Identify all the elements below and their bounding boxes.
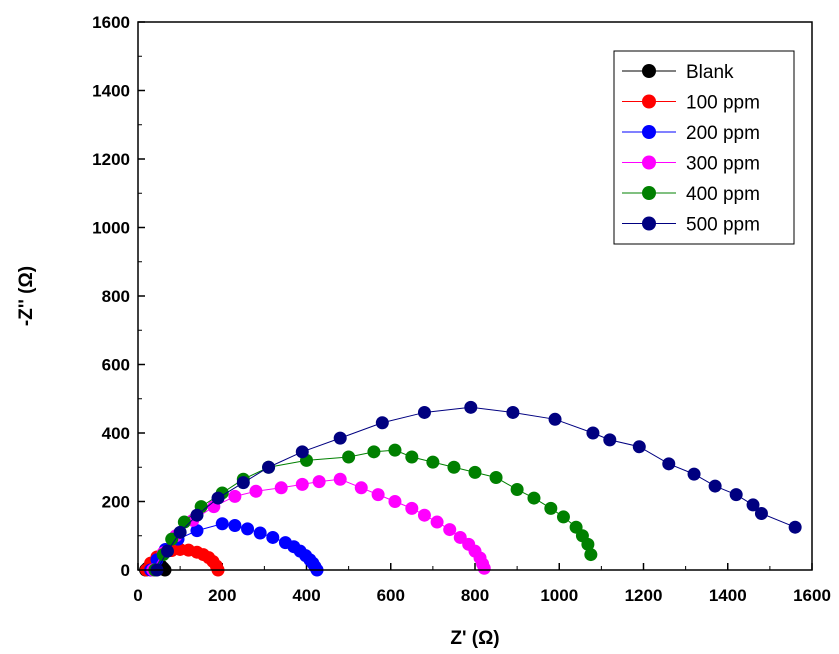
data-point bbox=[388, 443, 402, 457]
x-axis-title: Z' (Ω) bbox=[450, 628, 499, 649]
data-point bbox=[544, 501, 558, 515]
data-point bbox=[333, 431, 347, 445]
x-tick-label: 200 bbox=[208, 586, 236, 605]
data-point bbox=[430, 515, 444, 529]
data-point bbox=[417, 508, 431, 522]
legend-marker bbox=[642, 186, 656, 200]
data-point bbox=[662, 457, 676, 471]
plot-frame bbox=[137, 21, 813, 571]
data-point bbox=[556, 510, 570, 524]
data-point bbox=[367, 445, 381, 459]
data-point bbox=[464, 400, 478, 414]
data-point bbox=[417, 405, 431, 419]
x-tick-label: 1200 bbox=[625, 586, 663, 605]
x-tick-label: 1400 bbox=[709, 586, 747, 605]
legend-label: 400 ppm bbox=[686, 184, 760, 205]
data-point bbox=[729, 488, 743, 502]
data-point bbox=[228, 518, 242, 532]
data-point bbox=[274, 481, 288, 495]
data-point bbox=[173, 525, 187, 539]
data-point bbox=[405, 450, 419, 464]
data-point bbox=[228, 489, 242, 503]
data-point bbox=[371, 488, 385, 502]
data-point bbox=[708, 479, 722, 493]
data-point bbox=[333, 472, 347, 486]
data-point bbox=[506, 405, 520, 419]
data-point bbox=[548, 412, 562, 426]
data-series bbox=[139, 400, 802, 577]
legend-label: 100 ppm bbox=[686, 93, 760, 114]
y-tick-label: 800 bbox=[102, 287, 130, 306]
legend-marker bbox=[642, 94, 656, 109]
legend: Blank 100 ppm 200 ppm 300 ppm 400 ppm 500 ppm bbox=[613, 50, 795, 245]
series-line bbox=[154, 449, 592, 571]
legend-label: 200 ppm bbox=[686, 123, 760, 144]
data-point bbox=[266, 530, 280, 544]
legend-label: Blank bbox=[686, 62, 734, 83]
x-tick-label: 0 bbox=[133, 586, 142, 605]
data-point bbox=[295, 477, 309, 491]
data-point bbox=[510, 483, 524, 497]
data-point bbox=[687, 467, 701, 481]
x-tick-label: 600 bbox=[377, 586, 405, 605]
data-point bbox=[468, 465, 482, 479]
y-tick-label: 0 bbox=[121, 561, 130, 580]
y-tick-label: 600 bbox=[102, 356, 130, 375]
legend-marker bbox=[642, 64, 656, 78]
data-point bbox=[190, 524, 204, 538]
data-point bbox=[788, 520, 802, 534]
series-3 bbox=[146, 472, 491, 577]
y-tick-label: 1200 bbox=[92, 150, 130, 169]
y-tick-label: 1400 bbox=[92, 82, 130, 101]
y-axis-title: -Z'' (Ω) bbox=[16, 266, 37, 326]
tick-labels: 0 200 400 600 800 1000 1200 1400 1600 0 200 400 600 8… bbox=[92, 13, 831, 605]
data-point bbox=[746, 498, 760, 512]
data-point bbox=[211, 491, 225, 505]
y-tick-label: 1600 bbox=[92, 13, 130, 32]
data-point bbox=[295, 445, 309, 459]
data-point bbox=[581, 537, 595, 551]
data-point bbox=[388, 495, 402, 508]
data-point bbox=[354, 481, 368, 495]
data-point bbox=[426, 455, 440, 469]
x-tick-label: 400 bbox=[292, 586, 320, 605]
x-tick-label: 800 bbox=[461, 586, 489, 605]
data-point bbox=[586, 426, 600, 440]
legend-label: 500 ppm bbox=[686, 215, 760, 236]
data-point bbox=[489, 471, 503, 485]
series-5 bbox=[150, 400, 802, 577]
data-point bbox=[603, 433, 617, 447]
x-tick-label: 1000 bbox=[540, 586, 578, 605]
legend-box bbox=[613, 50, 795, 245]
data-point bbox=[241, 522, 255, 536]
data-point bbox=[447, 460, 461, 474]
data-point bbox=[262, 460, 276, 474]
data-point bbox=[160, 544, 174, 558]
legend-marker bbox=[642, 216, 656, 231]
data-point bbox=[249, 484, 263, 498]
series-4 bbox=[148, 443, 598, 577]
y-tick-label: 200 bbox=[102, 493, 130, 512]
data-point bbox=[312, 475, 326, 489]
data-point bbox=[527, 491, 541, 505]
data-point bbox=[215, 517, 229, 531]
data-point bbox=[584, 548, 598, 562]
data-point bbox=[443, 523, 457, 537]
y-tick-label: 400 bbox=[102, 424, 130, 443]
x-tick-label: 1600 bbox=[793, 586, 831, 605]
legend-label: 300 ppm bbox=[686, 154, 760, 175]
data-point bbox=[754, 506, 768, 520]
data-point bbox=[632, 440, 646, 454]
data-point bbox=[236, 476, 250, 490]
data-point bbox=[477, 561, 491, 575]
data-point bbox=[405, 501, 419, 515]
y-tick-label: 1000 bbox=[92, 219, 130, 238]
legend-marker bbox=[642, 155, 656, 170]
legend-marker bbox=[642, 125, 656, 139]
data-point bbox=[342, 450, 356, 464]
data-point bbox=[253, 526, 267, 540]
data-point bbox=[375, 416, 389, 430]
data-point bbox=[190, 508, 204, 522]
